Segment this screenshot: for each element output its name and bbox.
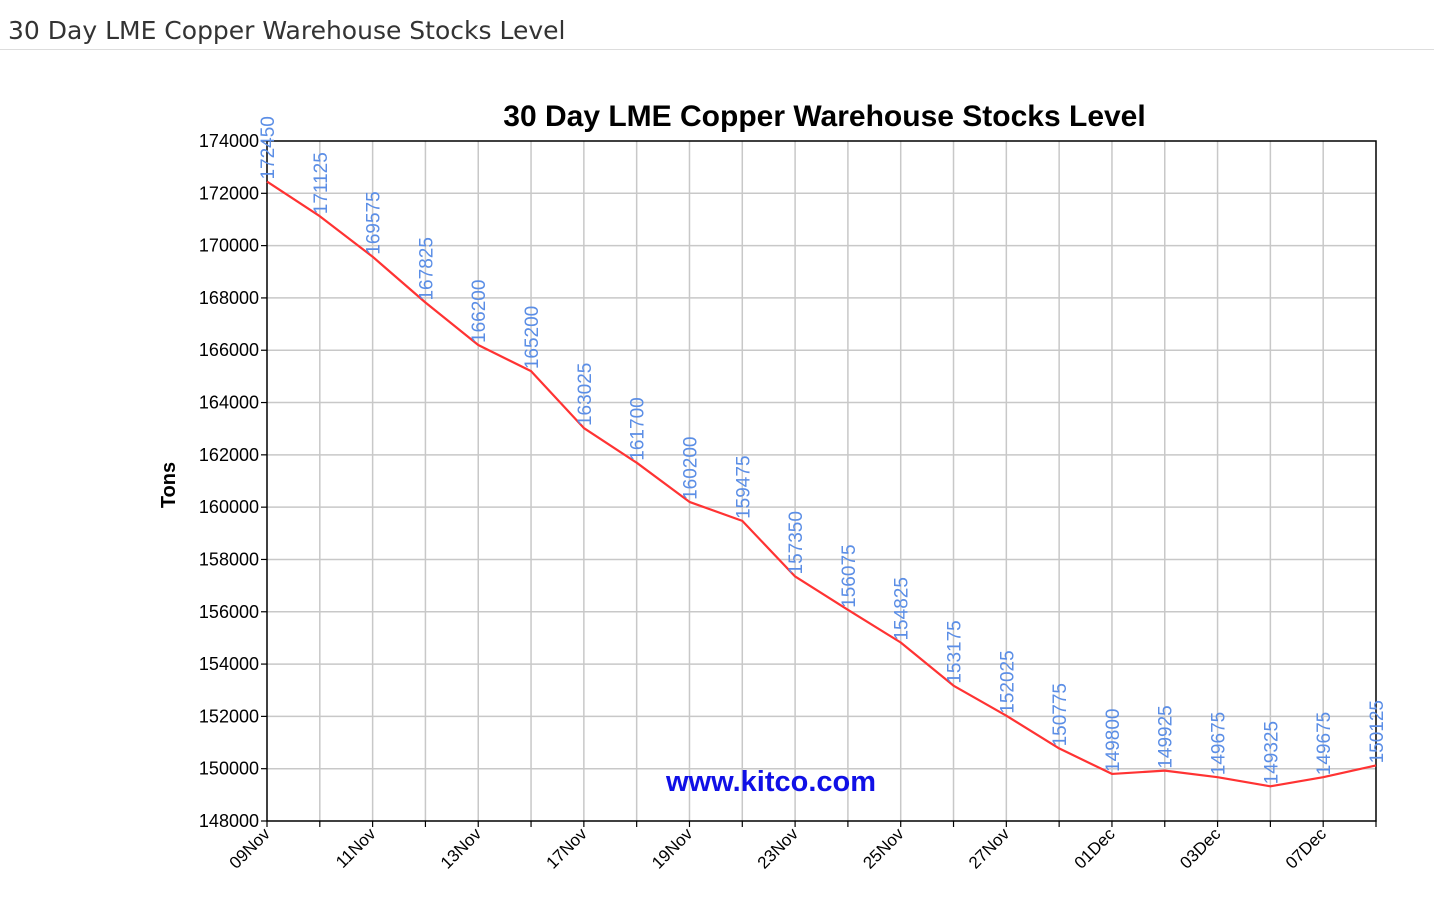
y-tick-label: 170000 bbox=[199, 236, 259, 256]
x-tick-label: 07Dec bbox=[1282, 824, 1331, 873]
watermark-link[interactable]: www.kitco.com bbox=[665, 766, 876, 798]
x-tick-label: 01Dec bbox=[1071, 824, 1120, 873]
data-label: 149675 bbox=[1314, 712, 1335, 775]
data-label: 153175 bbox=[945, 620, 966, 683]
y-tick-label: 168000 bbox=[199, 288, 259, 308]
data-label: 156075 bbox=[839, 544, 860, 607]
x-tick-label: 27Nov bbox=[965, 824, 1014, 873]
data-label: 152025 bbox=[997, 650, 1018, 713]
y-tick-label: 160000 bbox=[199, 497, 259, 517]
data-label: 154825 bbox=[892, 577, 913, 640]
data-label: 149925 bbox=[1156, 705, 1177, 768]
data-label: 172450 bbox=[258, 116, 279, 179]
y-tick-label: 164000 bbox=[199, 393, 259, 413]
y-tick-label: 156000 bbox=[199, 602, 259, 622]
data-label: 161700 bbox=[628, 397, 649, 460]
data-label: 157350 bbox=[786, 511, 807, 574]
data-label: 167825 bbox=[416, 237, 437, 300]
y-tick-label: 152000 bbox=[199, 706, 259, 726]
y-tick-label: 150000 bbox=[199, 759, 259, 779]
page-header: 30 Day LME Copper Warehouse Stocks Level bbox=[0, 0, 1434, 50]
y-tick-label: 166000 bbox=[199, 340, 259, 360]
x-tick-label: 25Nov bbox=[859, 824, 908, 873]
chart-title: 30 Day LME Copper Warehouse Stocks Level bbox=[503, 100, 1145, 133]
data-label: 149800 bbox=[1103, 709, 1124, 772]
data-label: 150125 bbox=[1367, 700, 1388, 763]
x-tick-label: 19Nov bbox=[648, 824, 697, 873]
x-tick-label: 03Dec bbox=[1176, 824, 1225, 873]
data-label: 166200 bbox=[469, 280, 490, 343]
x-tick-label: 13Nov bbox=[437, 824, 486, 873]
data-label: 150775 bbox=[1050, 683, 1071, 746]
chart-grid bbox=[267, 141, 1376, 821]
data-label: 165200 bbox=[522, 306, 543, 369]
y-axis-label: Tons bbox=[158, 462, 180, 508]
x-tick-label: 11Nov bbox=[332, 824, 380, 872]
y-tick-label: 154000 bbox=[199, 654, 259, 674]
y-tick-label: 158000 bbox=[199, 549, 259, 569]
data-labels: 172450 171125 169575 167825 166200 165200 1630… bbox=[258, 116, 1388, 784]
data-label: 149675 bbox=[1209, 712, 1230, 775]
plot-frame bbox=[266, 140, 1377, 822]
data-label: 169575 bbox=[364, 191, 385, 254]
data-label: 163025 bbox=[575, 363, 596, 426]
data-label: 159475 bbox=[733, 455, 754, 518]
y-tick-label: 172000 bbox=[199, 183, 259, 203]
y-axis: 148000 150000 152000 154000 156000 158000 1600… bbox=[199, 131, 267, 831]
x-axis: 09Nov 11Nov 13Nov 17Nov 19Nov 23Nov 25Nov 27Nov… bbox=[226, 821, 1377, 873]
x-tick-label: 09Nov bbox=[226, 824, 275, 873]
y-tick-label: 162000 bbox=[199, 445, 259, 465]
data-label: 171125 bbox=[311, 152, 332, 214]
data-label: 160200 bbox=[680, 437, 701, 500]
data-label: 149325 bbox=[1261, 721, 1282, 784]
page-title: 30 Day LME Copper Warehouse Stocks Level bbox=[8, 16, 566, 45]
x-tick-label: 23Nov bbox=[754, 824, 803, 873]
series-line bbox=[266, 180, 1377, 788]
x-tick-label: 17Nov bbox=[543, 824, 592, 873]
y-tick-label: 174000 bbox=[199, 131, 259, 151]
y-tick-label: 148000 bbox=[199, 811, 259, 831]
